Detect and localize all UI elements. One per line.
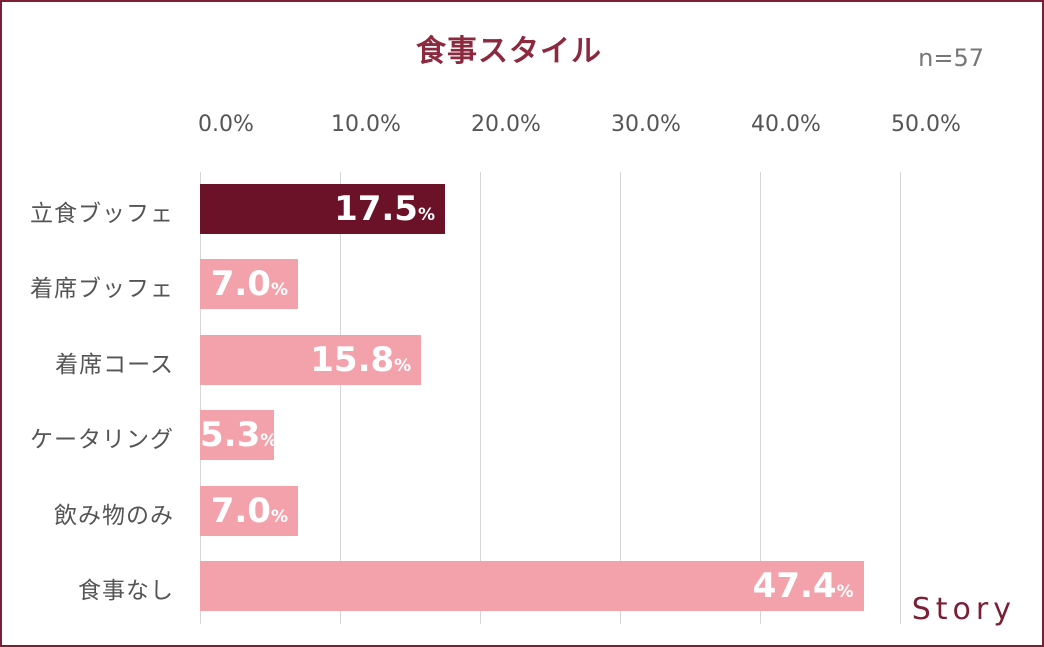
gridline: [340, 172, 341, 624]
gridline: [760, 172, 761, 624]
category-label: 着席ブッフェ: [30, 276, 174, 303]
gridline: [480, 172, 481, 624]
sample-size-label: n=57: [918, 44, 984, 72]
value-number: 47.4: [752, 566, 837, 606]
story-logo: Story: [911, 592, 1016, 627]
category-label: 食事なし: [78, 578, 174, 604]
value-number: 7.0: [210, 490, 271, 531]
gridline: [200, 172, 201, 624]
category-label: ケータリング: [30, 427, 174, 454]
bar: [200, 259, 298, 310]
x-tick-label: 30.0%: [611, 112, 681, 137]
category-label: 着席コース: [55, 351, 174, 378]
value-label: 7.0%: [200, 259, 288, 309]
x-tick-label: 20.0%: [471, 112, 541, 137]
chart-title: 食事スタイル: [416, 34, 602, 69]
x-tick-label: 0.0%: [198, 112, 254, 137]
category-label: 飲み物のみ: [54, 502, 174, 529]
gridline: [900, 172, 901, 624]
value-label: 15.8%: [200, 335, 411, 385]
x-tick-label: 50.0%: [891, 112, 961, 137]
x-tick-label: 40.0%: [751, 112, 821, 137]
value-unit: %: [836, 582, 854, 602]
value-unit: %: [394, 355, 412, 376]
value-number: 17.5: [334, 189, 418, 229]
gridline: [620, 172, 621, 624]
value-unit: %: [270, 280, 288, 301]
value-label: 17.5%: [200, 184, 435, 234]
value-unit: %: [417, 205, 435, 225]
value-label: 47.4%: [200, 561, 854, 611]
bar: [200, 410, 275, 461]
bar: [200, 485, 298, 536]
value-label: 5.3%: [200, 410, 277, 460]
value-number: 7.0: [210, 264, 271, 305]
x-tick-label: 10.0%: [331, 112, 401, 137]
value-unit: %: [270, 506, 288, 527]
bar: [200, 184, 445, 234]
category-label: 立食ブッフェ: [30, 201, 174, 227]
bar: [200, 561, 864, 611]
value-number: 15.8: [310, 339, 395, 380]
value-number: 5.3: [200, 415, 261, 456]
value-unit: %: [260, 431, 278, 452]
value-label: 7.0%: [200, 486, 288, 536]
bar: [200, 334, 422, 385]
